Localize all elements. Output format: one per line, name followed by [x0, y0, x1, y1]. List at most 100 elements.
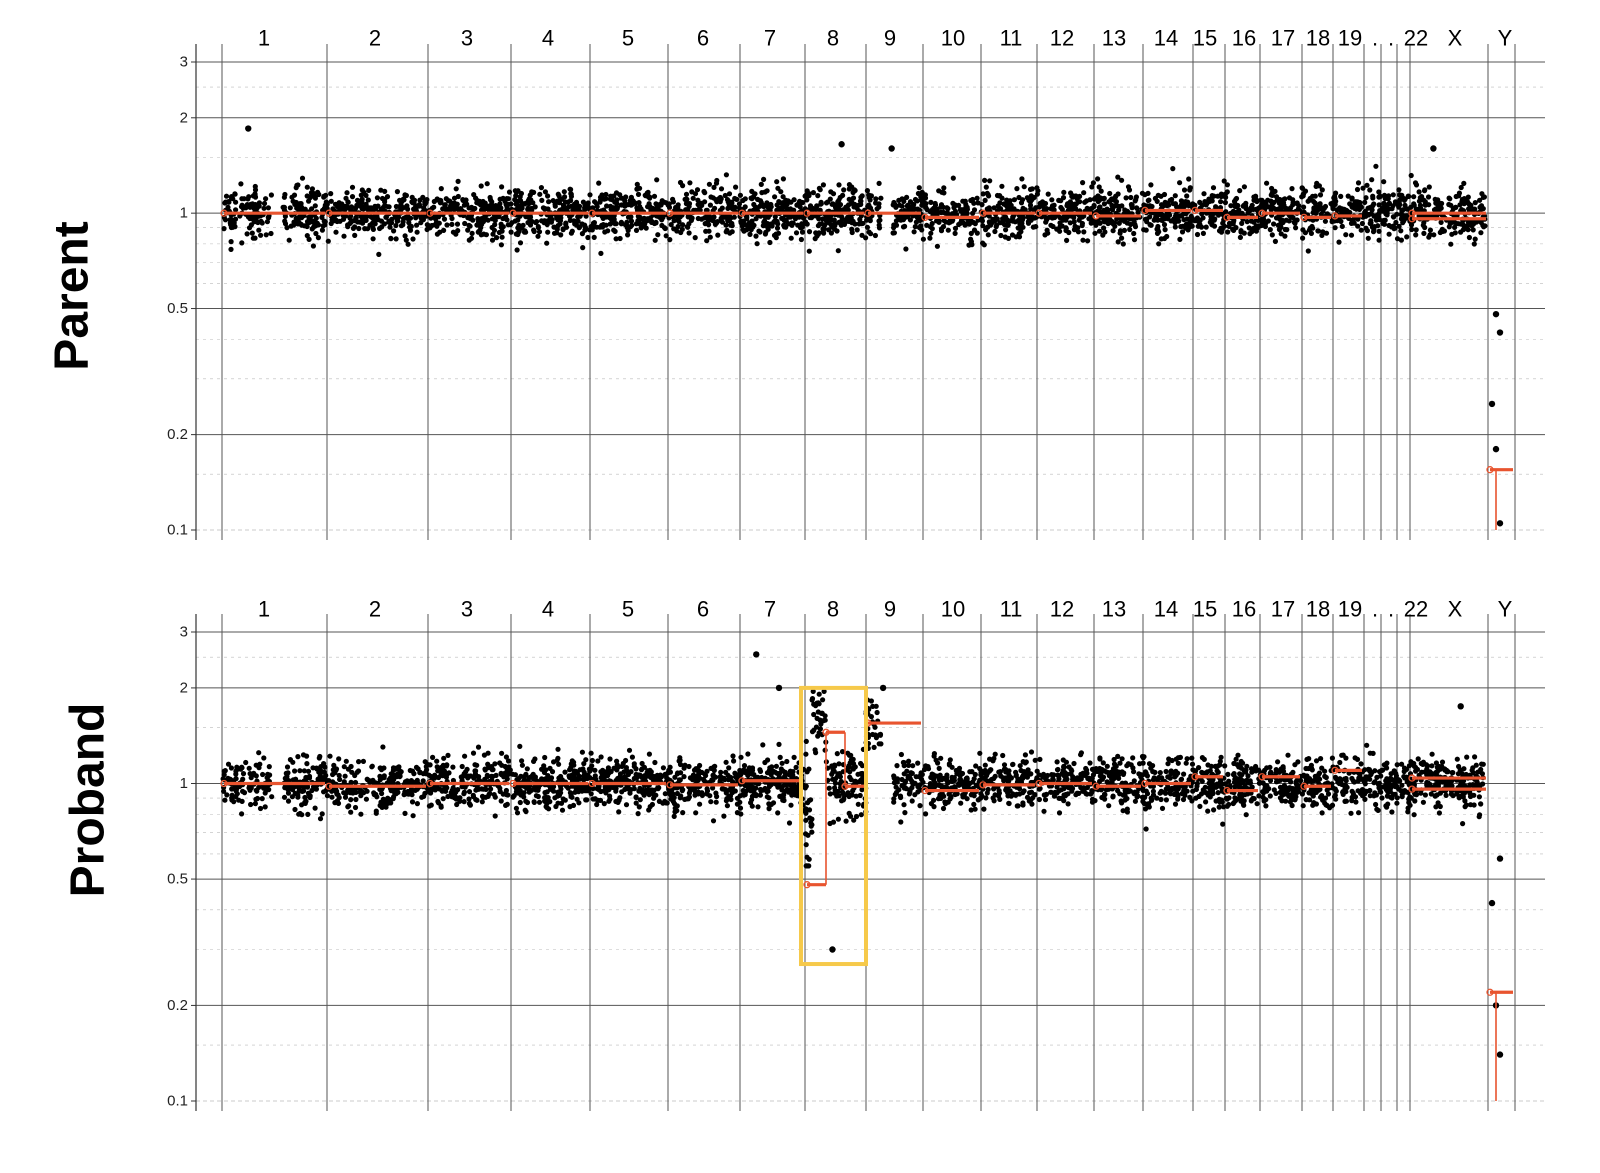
- segment-layer: [220, 206, 1513, 530]
- point-cloud: [220, 688, 1486, 869]
- panel-title: Parent: [46, 221, 99, 370]
- chromosome-label: 10: [941, 597, 965, 622]
- chromosome-label: 15: [1193, 597, 1217, 622]
- chromosome-label: .: [1388, 26, 1394, 51]
- segment-breakpoint: [979, 209, 987, 217]
- chromosome-label: 17: [1271, 26, 1295, 51]
- data-points: [220, 688, 1486, 869]
- segment-breakpoint: [1223, 786, 1231, 795]
- chromosome-label: 22: [1404, 26, 1428, 51]
- segment-breakpoint: [509, 779, 517, 788]
- outlier-point: [1496, 520, 1504, 527]
- chromosome-label: 8: [827, 597, 839, 622]
- outlier-point: [888, 145, 895, 152]
- y-tick-label: 3: [180, 54, 188, 71]
- segment-breakpoint: [803, 881, 811, 889]
- chromosome-label: .: [1388, 597, 1394, 622]
- chromosome-label: 3: [461, 597, 473, 622]
- point-cloud: [221, 163, 1488, 257]
- segment-breakpoint: [841, 782, 849, 790]
- segment-breakpoint: [803, 209, 811, 217]
- segment-breakpoint: [1223, 213, 1231, 222]
- chromosome-label: 4: [542, 597, 554, 622]
- segment-breakpoint: [1331, 212, 1339, 220]
- y-tick-label: 0.1: [167, 522, 188, 539]
- chromosome-label: .: [1372, 597, 1378, 622]
- chromosome-label: 16: [1232, 26, 1256, 51]
- chromosome-label: 1: [258, 597, 270, 622]
- data-points: [221, 163, 1488, 257]
- chromosome-label: 11: [1000, 597, 1023, 622]
- segment-breakpoint: [864, 209, 872, 217]
- chromosome-label: 10: [941, 26, 965, 51]
- chromosome-label: 22: [1404, 597, 1428, 622]
- chromosome-label: 13: [1102, 26, 1126, 51]
- segment-breakpoint: [921, 786, 929, 795]
- segment-breakpoint: [1035, 779, 1043, 788]
- chromosome-label: 15: [1193, 26, 1217, 51]
- chromosome-label: 19: [1338, 26, 1362, 51]
- chromosome-label: 7: [764, 26, 776, 51]
- segment-breakpoint: [1408, 774, 1416, 782]
- segment-breakpoint: [1408, 785, 1416, 793]
- outlier-point: [775, 684, 783, 692]
- y-tick-label: 0.2: [167, 426, 188, 443]
- chromosome-label: 12: [1050, 597, 1074, 622]
- chromosome-label: 1: [258, 26, 270, 51]
- chromosome-label: 2: [369, 597, 381, 622]
- y-tick-label: 2: [180, 679, 188, 696]
- chromosome-label: 9: [884, 26, 896, 51]
- outlier-point: [245, 125, 252, 132]
- segment-breakpoint: [426, 209, 434, 217]
- chromosome-label: 5: [622, 597, 634, 622]
- segment-breakpoint: [1035, 209, 1043, 217]
- outlier-point: [879, 684, 887, 692]
- outlier-point: [1430, 145, 1437, 152]
- chromosome-label: 5: [622, 26, 634, 51]
- segment-layer: [220, 719, 1513, 1101]
- segment-breakpoint: [1191, 773, 1199, 781]
- y-tick-label: 1: [180, 205, 188, 222]
- y-tick-label: 0.1: [167, 1093, 188, 1110]
- segment-breakpoint: [1092, 782, 1100, 790]
- outlier-point: [1488, 899, 1496, 907]
- chromosome-label: 18: [1306, 26, 1330, 51]
- segment-breakpoint: [1300, 782, 1308, 790]
- segment-breakpoint: [1258, 209, 1266, 217]
- y-tick-label: 0.2: [167, 997, 188, 1014]
- outlier-point: [1488, 400, 1496, 408]
- segment-breakpoint: [509, 209, 517, 217]
- chromosome-label: .: [1372, 26, 1378, 51]
- segment-breakpoint: [979, 781, 987, 789]
- highlight-box: [799, 685, 868, 967]
- segment-breakpoint: [666, 781, 674, 789]
- y-tick-label: 1: [180, 775, 188, 792]
- chromosome-label: 14: [1154, 26, 1178, 51]
- segment-breakpoint: [1300, 213, 1308, 222]
- segment-breakpoint: [666, 209, 674, 217]
- chromosome-label: 13: [1102, 597, 1126, 622]
- chromosome-label: 6: [697, 597, 709, 622]
- segment-breakpoint: [738, 777, 746, 785]
- segment-breakpoint: [1092, 212, 1100, 220]
- chromosome-label: 11: [1000, 26, 1023, 51]
- chromosome-label: 4: [542, 26, 554, 51]
- chromosome-label: 12: [1050, 26, 1074, 51]
- segment-breakpoint: [325, 209, 333, 217]
- chromosome-label: 14: [1154, 597, 1178, 622]
- chromosome-label: 8: [827, 26, 839, 51]
- chromosome-label: X: [1448, 26, 1463, 51]
- segment-breakpoint: [220, 209, 228, 217]
- chromosome-label: 2: [369, 26, 381, 51]
- segment-breakpoint: [588, 209, 596, 217]
- segment-breakpoint: [738, 209, 746, 217]
- panel-title: Proband: [62, 703, 115, 898]
- outlier-point: [1496, 1051, 1504, 1058]
- outlier-point: [829, 946, 836, 953]
- outlier-point: [1496, 329, 1504, 336]
- segment-breakpoint: [1258, 773, 1266, 781]
- outlier-point: [1492, 310, 1500, 318]
- segment-breakpoint: [1141, 206, 1149, 215]
- outlier-point: [838, 141, 845, 148]
